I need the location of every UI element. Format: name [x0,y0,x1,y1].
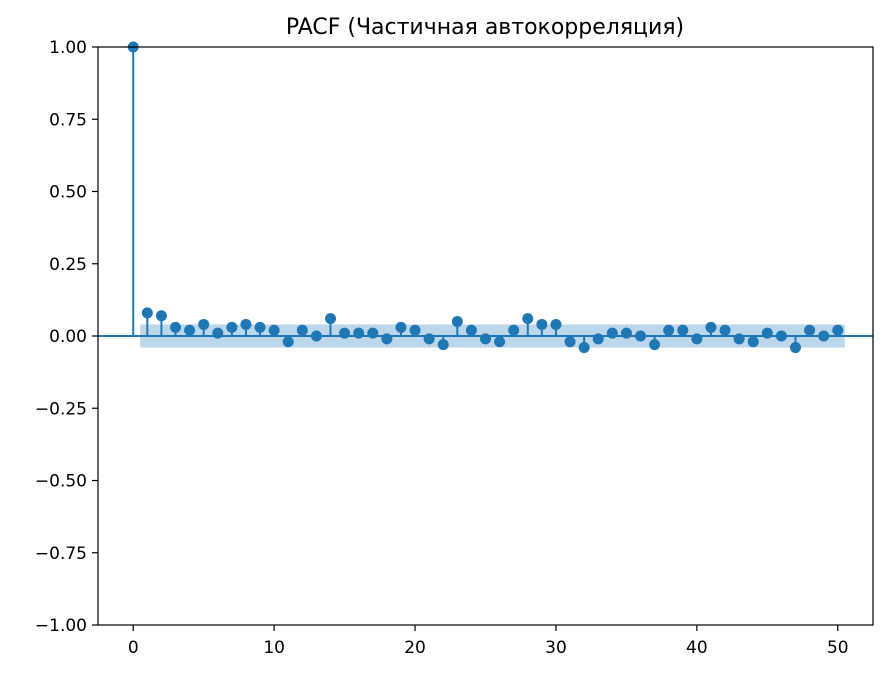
stem-marker-lag-21 [423,333,435,345]
stem-marker-lag-25 [480,333,491,345]
stem-marker-lag-6 [212,327,224,339]
x-tick-label: 30 [545,638,567,658]
stem-marker-lag-33 [592,333,604,345]
stem-marker-lag-23 [451,316,463,328]
stem-marker-lag-5 [198,318,210,330]
stem-marker-lag-20 [409,324,421,336]
y-tick-label: 0.00 [49,327,87,347]
stem-marker-lag-2 [155,310,167,322]
stem-marker-lag-39 [677,324,689,336]
stem-marker-lag-7 [226,321,238,333]
stem-marker-lag-49 [818,330,830,342]
stem-marker-lag-13 [310,330,322,342]
y-tick-label: 0.25 [49,255,87,275]
stem-marker-lag-24 [465,324,477,336]
stem-marker-lag-15 [339,327,351,339]
stem-marker-lag-9 [254,321,266,333]
stem-marker-lag-41 [705,321,717,333]
stem-marker-lag-4 [184,324,196,336]
stem-marker-lag-31 [564,336,576,348]
stem-marker-lag-11 [282,336,294,348]
stem-marker-lag-14 [325,313,336,325]
stem-marker-lag-26 [494,336,506,348]
y-tick-label: 1.00 [49,38,87,58]
stem-marker-lag-18 [381,333,393,345]
stem-marker-lag-45 [761,327,773,339]
stem-marker-lag-29 [536,318,548,330]
x-tick-label: 10 [263,638,285,658]
stem-marker-lag-44 [747,336,759,348]
x-tick-label: 20 [404,638,426,658]
stem-marker-lag-48 [804,324,816,336]
stem-marker-lag-37 [649,339,661,351]
y-tick-label: −0.25 [35,399,87,419]
stem-marker-lag-47 [790,342,801,354]
stem-marker-lag-38 [663,324,675,336]
stem-marker-lag-3 [170,321,181,333]
y-tick-label: −1.00 [35,616,87,636]
y-tick-label: −0.75 [35,544,87,564]
stem-marker-lag-34 [606,327,618,339]
stem-marker-lag-17 [367,327,379,339]
stem-marker-lag-1 [141,307,153,319]
stem-marker-lag-22 [437,339,449,351]
plot-area: 0 10 20 30 40 50 1.00 0.75 0.50 0.25 0.00 −0.25 −0.5… [35,38,874,658]
stem-marker-lag-27 [508,324,520,336]
stem-marker-lag-19 [395,321,407,333]
stem-marker-lag-50 [832,324,844,336]
stem-marker-lag-8 [240,318,252,330]
stem-marker-lag-30 [550,318,562,330]
chart-title: PACF (Частичная автокорреляция) [286,15,684,40]
x-tick-label: 40 [686,638,708,658]
x-tick-label: 50 [827,638,849,658]
stem-marker-lag-28 [522,313,534,325]
stem-marker-lag-43 [733,333,745,345]
stem-marker-lag-36 [635,330,646,342]
y-tick-label: 0.75 [49,110,87,130]
y-tick-label: −0.50 [35,472,87,492]
stem-marker-lag-35 [620,327,632,339]
y-tick-label: 0.50 [49,183,87,203]
stem-marker-lag-42 [719,324,731,336]
stem-marker-lag-12 [296,324,308,336]
stem-marker-lag-16 [353,327,365,339]
stem-marker-lag-46 [775,330,787,342]
stem-marker-lag-32 [578,342,590,354]
x-tick-label: 0 [128,638,139,658]
stem-marker-lag-10 [268,324,280,336]
stem-marker-lag-40 [691,333,703,345]
